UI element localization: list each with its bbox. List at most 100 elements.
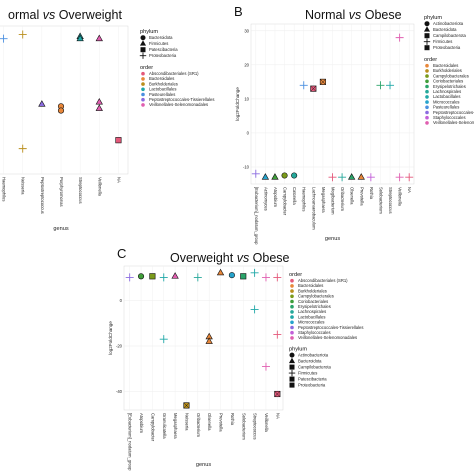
- data-point: [125, 273, 134, 282]
- legend-order-key: [141, 103, 145, 107]
- panel-letter: B: [234, 4, 243, 19]
- legend-order-label: Veillonellales-Selenomonadales: [298, 335, 357, 340]
- legend-order-label: Erysipelotrichales: [433, 84, 466, 89]
- legend-order-label: Campylobacterales: [298, 294, 334, 299]
- legend-order-key: [425, 63, 429, 68]
- legend-phylum-key: [288, 357, 296, 364]
- legend-order-key: [290, 336, 294, 340]
- data-point: [299, 81, 308, 90]
- legend-order-key: [290, 284, 294, 288]
- legend-phylum-key: [289, 364, 295, 370]
- x-axis-label: genus: [53, 226, 68, 232]
- legend-order-label: Lachnospirales: [433, 89, 461, 94]
- legend-order-label: Coriobacteriales: [433, 79, 463, 84]
- legend-order-key: [425, 95, 429, 99]
- data-point: [261, 173, 270, 180]
- legend-phylum-title: phylum: [140, 29, 158, 35]
- x-tick-label: NA: [116, 177, 121, 183]
- y-tick-label: -40: [116, 389, 123, 394]
- legend-order-label: Peptostreptococcales-Tissierellales: [298, 325, 363, 330]
- legend-phylum-key: [139, 40, 147, 46]
- legend-phylum-label: Actinobacteriota: [298, 352, 329, 357]
- legend-phylum-label: Patescibacteria: [298, 376, 327, 381]
- title-part: vs: [43, 8, 56, 22]
- data-point: [348, 173, 356, 180]
- data-point: [376, 81, 385, 90]
- legend-phylum-label: Patescibacteria: [149, 47, 178, 52]
- x-tick-label: Streptococcus: [253, 413, 258, 440]
- x-tick-label: Neisseria: [21, 177, 26, 195]
- title-part: Obese: [249, 251, 289, 265]
- chart-title: Normal vs Obese: [305, 8, 402, 22]
- legend-order-title: order: [424, 57, 437, 63]
- x-axis-label: genus: [325, 236, 340, 242]
- data-point: [261, 362, 270, 371]
- data-point: [357, 173, 365, 180]
- x-tick-label: [Eubacterium]_nodatum_group: [254, 187, 259, 245]
- legend-order-label: Campylobacterales: [433, 73, 469, 78]
- data-point: [193, 273, 202, 282]
- legend-phylum-key-cross: [424, 45, 430, 51]
- data-point: [95, 98, 103, 105]
- legend-phylum-label: Firmicutes: [298, 370, 317, 375]
- data-point: [261, 273, 270, 282]
- title-part: Overweight: [55, 8, 122, 22]
- legend-order-key: [290, 304, 294, 309]
- legend-order-key: [425, 89, 429, 94]
- legend-order-label: Burkholderiales: [149, 81, 178, 86]
- data-point: [319, 78, 326, 85]
- legend-order-key: [290, 315, 294, 319]
- x-tick-label: Campylobacter: [283, 187, 288, 216]
- x-tick-label: Neisseria: [184, 413, 189, 431]
- data-point: [38, 100, 46, 107]
- legend-phylum-key: [289, 376, 295, 382]
- data-point-cross: [319, 78, 326, 85]
- legend-order-label: Coriobacteriales: [298, 299, 328, 304]
- title-part: vs: [349, 8, 362, 22]
- legend-order-label: Pasteurellales: [433, 105, 459, 110]
- legend-phylum-key: [423, 38, 431, 45]
- legend-order-label: Abscondibacteriales (SR1): [298, 278, 348, 283]
- legend-order-label: Lactobacillales: [149, 87, 176, 92]
- x-tick-label: Megasphaera: [321, 187, 326, 213]
- data-point: [291, 172, 298, 179]
- x-tick-label: Porphyromonas: [59, 177, 64, 207]
- legend-phylum-key: [289, 382, 295, 388]
- data-point: [271, 173, 279, 180]
- x-tick-label: Atopobium: [273, 187, 278, 208]
- legend-phylum-label: Bacteroidota: [433, 27, 457, 32]
- legend-phylum-key: [288, 369, 296, 377]
- data-point: [76, 34, 84, 42]
- x-tick-label: Actinomyces: [263, 187, 268, 211]
- legend-order-label: Peptostreptococcales-Tissierellales: [433, 110, 474, 115]
- legend-phylum-key: [139, 52, 147, 59]
- legend-order-key: [425, 110, 429, 115]
- x-tick-label: Streptococcus: [388, 187, 393, 214]
- x-tick-label: NA: [407, 187, 412, 193]
- y-tick-label: 30: [244, 28, 249, 33]
- legend-order-label: Micrococcales: [298, 320, 325, 325]
- legend-order-title: order: [289, 272, 302, 278]
- chart-title: Overweight vs Obese: [170, 251, 290, 265]
- legend-order-label: Pasteurellales: [149, 92, 175, 97]
- x-tick-label: Lachnoanaerobaculum: [311, 187, 316, 230]
- data-point-cross: [274, 391, 281, 397]
- data-point: [228, 272, 235, 279]
- data-point: [273, 273, 282, 282]
- x-tick-label: Streptococcus: [78, 177, 83, 204]
- title-part: ormal: [8, 8, 43, 22]
- data-point: [250, 268, 259, 277]
- data-point: [18, 30, 27, 39]
- legend-order-title: order: [140, 65, 153, 71]
- data-point: [281, 172, 288, 179]
- legend-order-key: [290, 278, 294, 283]
- legend-order-label: Erysipelotrichales: [298, 304, 331, 309]
- plot-area: [123, 265, 284, 411]
- x-tick-label: Rothia: [230, 413, 235, 426]
- data-point: [216, 268, 225, 276]
- data-point-cross: [183, 402, 190, 409]
- legend-phylum-label: Firmicutes: [433, 39, 452, 44]
- legend-order-label: Staphylococcales: [433, 115, 466, 120]
- legend-phylum-key: [423, 26, 431, 32]
- panel-c: C Overweight vs Obese -40 -20 0 log2FoldChang…: [108, 246, 363, 471]
